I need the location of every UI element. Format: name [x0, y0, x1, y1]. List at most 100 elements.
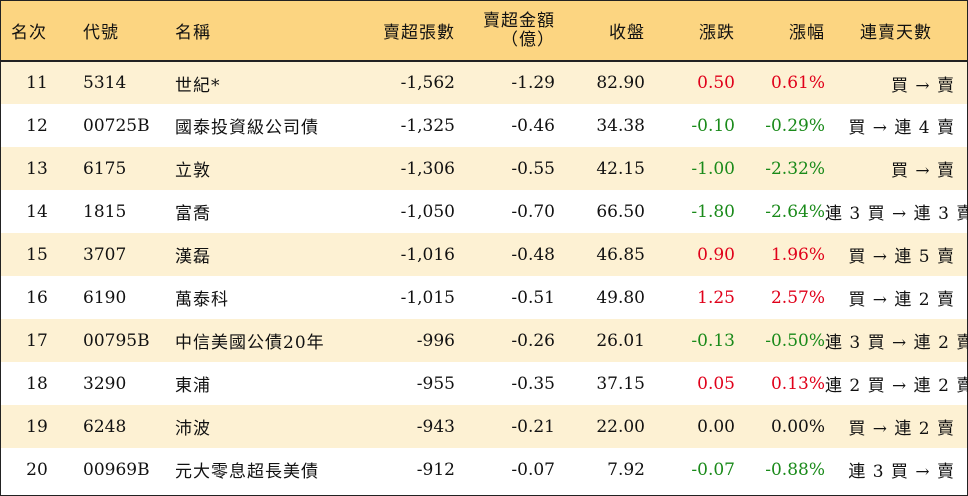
cell-change-pct: 0.00% [770, 416, 825, 437]
cell-net-sell-volume: -912 [416, 459, 455, 480]
cell-consecutive-days: 連 3 買 → 連 2 賣 [825, 333, 968, 353]
cell-code: 6175 [83, 158, 127, 179]
table-row: 19 6248 沛波 -943 -0.21 22.00 0.00 0.00% 買 → 連 2 賣 [1, 405, 967, 448]
header-name: 名稱 [175, 23, 211, 43]
cell-net-sell-amount: -0.21 [511, 416, 555, 437]
cell-net-sell-volume: -1,050 [400, 201, 455, 222]
cell-net-sell-volume: -1,306 [400, 158, 455, 179]
header-close: 收盤 [609, 23, 645, 43]
cell-change: 1.25 [697, 287, 735, 308]
cell-rank: 11 [26, 73, 48, 93]
header-net-sell-amount-line2: （億） [501, 29, 555, 50]
cell-net-sell-amount: -0.51 [511, 287, 555, 308]
cell-net-sell-volume: -1,562 [400, 73, 455, 93]
cell-change-pct: 0.61% [770, 73, 825, 93]
cell-consecutive-days: 買 → 連 2 賣 [848, 290, 955, 310]
cell-code: 5314 [83, 73, 127, 93]
cell-name: 立敦 [175, 161, 211, 181]
cell-rank: 15 [26, 244, 48, 265]
cell-code: 00969B [83, 459, 150, 480]
cell-change: -1.00 [691, 158, 735, 179]
cell-code: 6190 [83, 287, 127, 308]
cell-net-sell-volume: -996 [416, 330, 455, 351]
cell-change-pct: -0.88% [765, 459, 825, 480]
cell-net-sell-volume: -943 [416, 416, 455, 437]
table-row: 15 3707 漢磊 -1,016 -0.48 46.85 0.90 1.96% 買 → 連 5… [1, 233, 967, 276]
cell-name: 世紀* [175, 75, 221, 96]
cell-close: 37.15 [596, 373, 645, 394]
cell-change: -0.07 [691, 459, 735, 480]
cell-code: 6248 [83, 416, 127, 437]
cell-name: 沛波 [175, 419, 211, 439]
cell-name: 萬泰科 [175, 290, 229, 310]
cell-change-pct: -2.64% [765, 201, 825, 222]
cell-net-sell-amount: -1.29 [511, 73, 555, 93]
cell-change: 0.90 [697, 244, 735, 265]
cell-name: 元大零息超長美債 [175, 462, 319, 482]
table-row: 17 00795B 中信美國公債20年 -996 -0.26 26.01 -0.13 -0.5… [1, 319, 968, 362]
cell-net-sell-amount: -0.48 [511, 244, 555, 265]
cell-change-pct: -2.32% [765, 158, 825, 179]
cell-rank: 19 [26, 416, 48, 437]
cell-close: 42.15 [596, 158, 645, 179]
cell-code: 3290 [83, 373, 127, 394]
cell-change: -0.10 [691, 115, 735, 136]
cell-rank: 13 [26, 158, 48, 179]
cell-close: 66.50 [596, 201, 645, 222]
cell-close: 34.38 [596, 115, 645, 136]
cell-code: 1815 [83, 201, 127, 222]
cell-consecutive-days: 連 3 買 → 連 3 賣 [825, 204, 968, 224]
cell-close: 7.92 [607, 459, 645, 480]
header-code: 代號 [83, 23, 119, 43]
cell-rank: 16 [26, 287, 48, 308]
cell-code: 00725B [83, 115, 150, 136]
cell-change-pct: -0.29% [765, 115, 825, 136]
header-net-sell-volume: 賣超張數 [383, 23, 455, 43]
table-row: 18 3290 東浦 -955 -0.35 37.15 0.05 0.13% 連 2 買 → 連… [1, 362, 968, 405]
header-change: 漲跌 [699, 23, 735, 43]
cell-consecutive-days: 買 → 連 5 賣 [848, 247, 955, 267]
cell-net-sell-amount: -0.70 [511, 201, 555, 222]
cell-change-pct: 2.57% [770, 287, 825, 308]
cell-name: 中信美國公債20年 [175, 333, 325, 353]
header-net-sell-amount: 賣超金額 （億） [455, 1, 555, 61]
cell-close: 26.01 [596, 330, 645, 351]
header-change-pct: 漲幅 [789, 23, 825, 43]
table-row: 12 00725B 國泰投資級公司債 -1,325 -0.46 34.38 -0.10 -0.… [1, 104, 967, 147]
table-row: 20 00969B 元大零息超長美債 -912 -0.07 7.92 -0.07 -0.88%… [1, 448, 967, 491]
cell-change-pct: -0.50% [765, 330, 825, 351]
header-net-sell-amount-line1: 賣超金額 [483, 10, 555, 31]
cell-change: 0.50 [697, 73, 735, 93]
cell-code: 3707 [83, 244, 127, 265]
cell-net-sell-amount: -0.26 [511, 330, 555, 351]
cell-net-sell-amount: -0.55 [511, 158, 555, 179]
header-rank: 名次 [11, 23, 47, 43]
cell-net-sell-volume: -1,015 [400, 287, 455, 308]
cell-net-sell-amount: -0.35 [511, 373, 555, 394]
cell-consecutive-days: 買 → 賣 [890, 75, 955, 96]
cell-name: 東浦 [175, 376, 211, 396]
cell-code: 00795B [83, 330, 150, 351]
table-header: 名次 代號 名稱 賣超張數 賣超金額 （億） 收盤 漲跌 漲幅 連賣天數 [1, 1, 967, 61]
cell-change: -1.80 [691, 201, 735, 222]
cell-close: 82.90 [596, 73, 645, 93]
cell-net-sell-volume: -1,325 [400, 115, 455, 136]
cell-net-sell-amount: -0.07 [511, 459, 555, 480]
cell-consecutive-days: 買 → 賣 [890, 161, 955, 181]
header-row: 名次 代號 名稱 賣超張數 賣超金額 （億） 收盤 漲跌 漲幅 連賣天數 [1, 1, 967, 61]
cell-close: 46.85 [596, 244, 645, 265]
cell-consecutive-days: 連 3 買 → 賣 [848, 462, 955, 482]
cell-change-pct: 1.96% [770, 244, 825, 265]
cell-rank: 17 [26, 330, 48, 351]
cell-rank: 12 [26, 115, 48, 136]
cell-consecutive-days: 連 2 買 → 連 2 賣 [825, 376, 968, 396]
table-row: 11 5314 世紀* -1,562 -1.29 82.90 0.50 0.61% 買 → 賣 [1, 61, 967, 104]
table-row: 14 1815 富喬 -1,050 -0.70 66.50 -1.80 -2.64% 連 3 買… [1, 190, 968, 233]
cell-change: -0.13 [691, 330, 735, 351]
cell-net-sell-amount: -0.46 [511, 115, 555, 136]
cell-close: 49.80 [596, 287, 645, 308]
cell-name: 富喬 [175, 204, 211, 224]
cell-name: 國泰投資級公司債 [175, 118, 319, 138]
